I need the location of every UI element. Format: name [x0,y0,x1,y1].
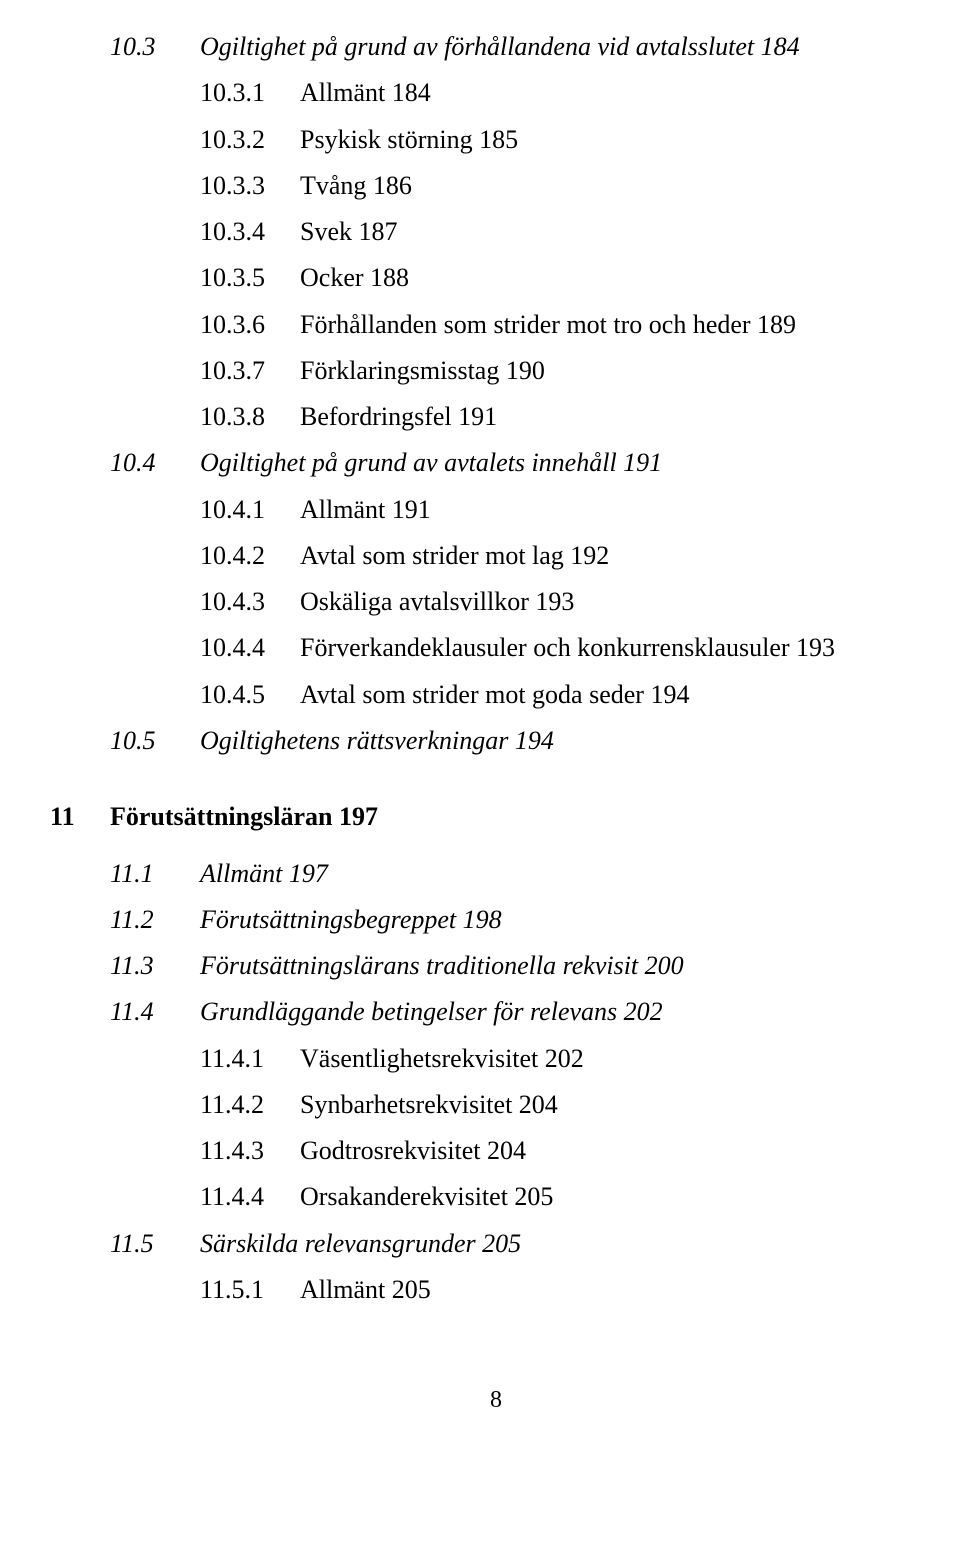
section-number: 11.5 [110,1221,200,1267]
subsection-title: Avtal som strider mot goda seder 194 [300,672,942,718]
section-number: 10.5 [110,718,200,764]
toc-subsection-row: 11.4.4 Orsakanderekvisitet 205 [50,1174,942,1220]
section-number: 11.1 [110,851,200,897]
subsection-title: Svek 187 [300,209,942,255]
subsection-number: 11.4.4 [200,1174,300,1220]
subsection-title: Förverkandeklausuler och konkurrensklaus… [300,625,942,671]
toc-subsection-row: 11.4.2 Synbarhetsrekvisitet 204 [50,1082,942,1128]
toc-subsection-row: 10.3.2 Psykisk störning 185 [50,117,942,163]
chapter-number: 11 [50,794,110,840]
toc-subsection-row: 10.4.3 Oskäliga avtalsvillkor 193 [50,579,942,625]
toc-subsection-row: 10.4.1 Allmänt 191 [50,487,942,533]
subsection-title: Avtal som strider mot lag 192 [300,533,942,579]
toc-page: 10.3 Ogiltighet på grund av förhållanden… [0,0,960,1422]
subsection-number: 10.3.8 [200,394,300,440]
toc-subsection-row: 10.3.7 Förklaringsmisstag 190 [50,348,942,394]
toc-subsection-row: 10.3.6 Förhållanden som strider mot tro … [50,302,942,348]
subsection-title: Allmänt 184 [300,70,942,116]
toc-section-row: 11.1 Allmänt 197 [50,851,942,897]
toc-section-row: 11.5 Särskilda relevansgrunder 205 [50,1221,942,1267]
section-title: Förutsättningslärans traditionella rekvi… [200,943,942,989]
subsection-title: Oskäliga avtalsvillkor 193 [300,579,942,625]
toc-section-row: 10.3 Ogiltighet på grund av förhållanden… [50,24,942,70]
subsection-title: Godtrosrekvisitet 204 [300,1128,942,1174]
toc-section-row: 11.2 Förutsättningsbegreppet 198 [50,897,942,943]
subsection-title: Befordringsfel 191 [300,394,942,440]
toc-section-row: 11.4 Grundläggande betingelser för relev… [50,989,942,1035]
section-number: 10.4 [110,440,200,486]
subsection-title: Allmänt 205 [300,1267,942,1313]
subsection-title: Orsakanderekvisitet 205 [300,1174,942,1220]
subsection-number: 10.3.2 [200,117,300,163]
subsection-number: 10.3.3 [200,163,300,209]
section-number: 11.4 [110,989,200,1035]
toc-chapter-row: 11 Förutsättningsläran 197 [50,794,942,840]
toc-subsection-row: 10.4.4 Förverkandeklausuler och konkurre… [50,625,942,671]
toc-subsection-row: 10.4.5 Avtal som strider mot goda seder … [50,672,942,718]
subsection-number: 10.3.7 [200,348,300,394]
toc-subsection-row: 10.3.3 Tvång 186 [50,163,942,209]
subsection-title: Ocker 188 [300,255,942,301]
toc-subsection-row: 10.3.5 Ocker 188 [50,255,942,301]
section-title: Särskilda relevansgrunder 205 [200,1221,942,1267]
subsection-number: 10.4.5 [200,672,300,718]
subsection-title: Förhållanden som strider mot tro och hed… [300,302,942,348]
section-title: Ogiltighet på grund av förhållandena vid… [200,24,942,70]
section-title: Ogiltighetens rättsverkningar 194 [200,718,942,764]
page-number: 8 [50,1379,942,1422]
subsection-title: Synbarhetsrekvisitet 204 [300,1082,942,1128]
subsection-number: 10.4.3 [200,579,300,625]
toc-section-row: 11.3 Förutsättningslärans traditionella … [50,943,942,989]
section-title: Allmänt 197 [200,851,942,897]
chapter-title: Förutsättningsläran 197 [110,794,942,840]
subsection-number: 11.5.1 [200,1267,300,1313]
toc-subsection-row: 11.5.1 Allmänt 205 [50,1267,942,1313]
subsection-number: 10.3.6 [200,302,300,348]
subsection-number: 10.4.4 [200,625,300,671]
section-title: Förutsättningsbegreppet 198 [200,897,942,943]
toc-section-row: 10.5 Ogiltighetens rättsverkningar 194 [50,718,942,764]
toc-subsection-row: 10.3.8 Befordringsfel 191 [50,394,942,440]
subsection-number: 10.3.5 [200,255,300,301]
subsection-title: Tvång 186 [300,163,942,209]
toc-subsection-row: 11.4.3 Godtrosrekvisitet 204 [50,1128,942,1174]
subsection-number: 11.4.3 [200,1128,300,1174]
subsection-number: 10.4.2 [200,533,300,579]
toc-subsection-row: 10.3.4 Svek 187 [50,209,942,255]
section-number: 11.3 [110,943,200,989]
section-title: Ogiltighet på grund av avtalets innehåll… [200,440,942,486]
toc-subsection-row: 10.3.1 Allmänt 184 [50,70,942,116]
subsection-number: 11.4.1 [200,1036,300,1082]
section-number: 11.2 [110,897,200,943]
subsection-title: Allmänt 191 [300,487,942,533]
section-number: 10.3 [110,24,200,70]
toc-subsection-row: 10.4.2 Avtal som strider mot lag 192 [50,533,942,579]
subsection-number: 10.3.4 [200,209,300,255]
section-title: Grundläggande betingelser för relevans 2… [200,989,942,1035]
subsection-title: Förklaringsmisstag 190 [300,348,942,394]
subsection-number: 10.4.1 [200,487,300,533]
toc-section-row: 10.4 Ogiltighet på grund av avtalets inn… [50,440,942,486]
subsection-number: 11.4.2 [200,1082,300,1128]
subsection-title: Psykisk störning 185 [300,117,942,163]
subsection-number: 10.3.1 [200,70,300,116]
subsection-title: Väsentlighetsrekvisitet 202 [300,1036,942,1082]
toc-subsection-row: 11.4.1 Väsentlighetsrekvisitet 202 [50,1036,942,1082]
